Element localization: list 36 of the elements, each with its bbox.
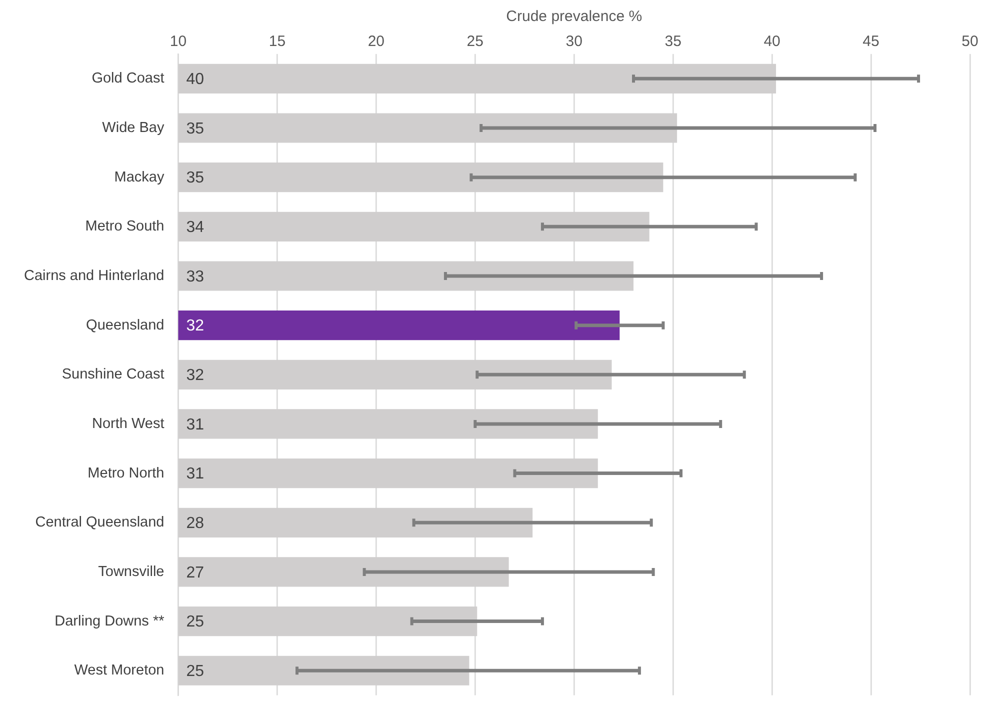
y-tick-label: Sunshine Coast xyxy=(62,366,164,383)
data-label: 32 xyxy=(186,318,204,335)
data-label: 31 xyxy=(186,416,204,434)
y-tick-label: Metro South xyxy=(85,218,164,235)
y-tick-label: North West xyxy=(92,416,164,432)
data-label: 34 xyxy=(186,219,204,236)
x-tick-label: 20 xyxy=(368,33,385,50)
x-tick-label: 45 xyxy=(862,33,880,50)
x-tick-label: 30 xyxy=(566,33,582,50)
y-tick-label: Metro North xyxy=(88,465,164,482)
x-tick-label: 15 xyxy=(268,33,286,50)
data-label: 35 xyxy=(186,120,204,138)
y-tick-label: Darling Downs ** xyxy=(54,613,165,630)
y-tick-label: Queensland xyxy=(86,317,164,334)
data-label: 33 xyxy=(186,268,204,286)
y-tick-label: West Moreton xyxy=(74,662,164,679)
data-label: 40 xyxy=(186,71,204,88)
y-tick-label: Wide Bay xyxy=(102,120,165,136)
y-tick-label: Cairns and Hinterland xyxy=(24,268,164,284)
y-tick-label: Central Queensland xyxy=(35,514,164,531)
data-label: 31 xyxy=(186,466,204,483)
x-axis-title: Crude prevalence % xyxy=(506,8,642,26)
data-label: 32 xyxy=(186,367,204,384)
x-tick-label: 50 xyxy=(962,33,978,50)
x-tick-label: 35 xyxy=(664,33,682,50)
x-tick-label: 25 xyxy=(466,33,484,50)
y-tick-label: Townsville xyxy=(98,564,164,580)
y-tick-label: Gold Coast xyxy=(92,70,164,87)
data-label: 35 xyxy=(186,170,204,187)
y-tick-label: Mackay xyxy=(114,169,165,186)
data-label: 25 xyxy=(186,614,204,631)
data-label: 25 xyxy=(186,663,204,680)
data-label: 28 xyxy=(186,515,204,532)
x-tick-label: 10 xyxy=(170,33,187,50)
data-label: 27 xyxy=(186,564,204,582)
x-tick-label: 40 xyxy=(764,33,780,50)
